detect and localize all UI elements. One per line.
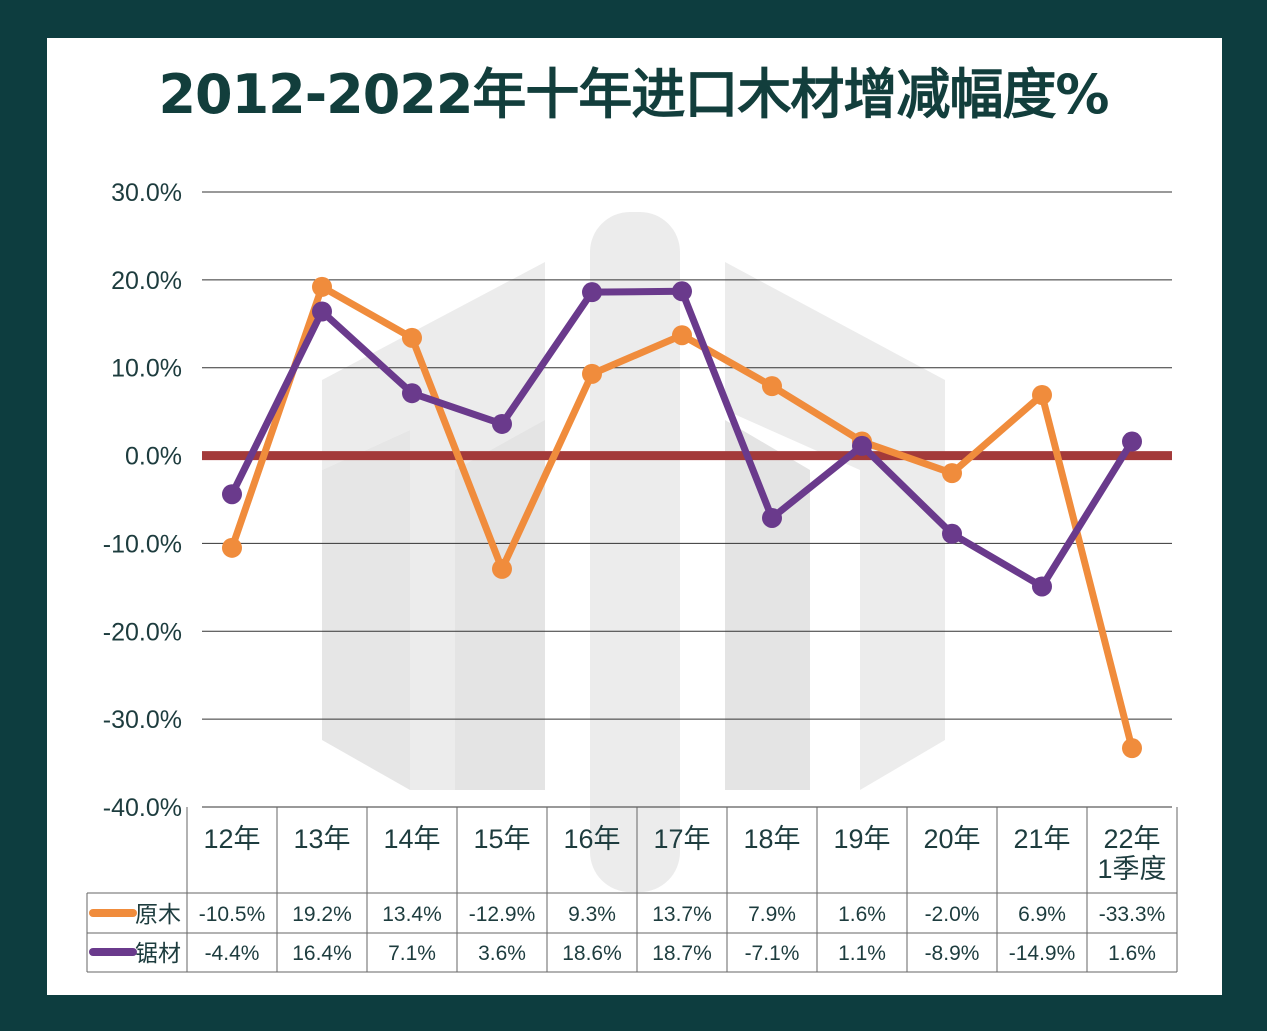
data-point: [942, 523, 962, 544]
table-cell: 3.6%: [478, 942, 526, 965]
data-point: [672, 325, 692, 346]
table-cell: -10.5%: [199, 903, 266, 926]
x-tick-label: 16年: [563, 824, 620, 854]
table-cell: 9.3%: [568, 903, 616, 926]
y-tick-label: -40.0%: [103, 794, 182, 822]
y-tick-label: 10.0%: [111, 355, 182, 383]
y-tick-label: -30.0%: [103, 706, 182, 734]
table-cell: -33.3%: [1099, 903, 1166, 926]
x-tick-label: 20年: [923, 824, 980, 854]
x-tick-label: 15年: [473, 824, 530, 854]
table-cell: 1.6%: [838, 903, 886, 926]
data-point: [582, 282, 602, 303]
chart-title: 2012-2022年十年进口木材增减幅度%: [158, 63, 1109, 126]
table-cell: -14.9%: [1009, 942, 1076, 965]
x-tick-label: 19年: [833, 824, 890, 854]
legend-label: 原木: [135, 901, 181, 927]
table-cell: 16.4%: [292, 942, 352, 965]
table-cell: 1.1%: [838, 942, 886, 965]
data-point: [222, 484, 242, 505]
x-tick-label: 14年: [383, 824, 440, 854]
y-tick-label: 30.0%: [111, 179, 182, 207]
table-cell: -2.0%: [925, 903, 980, 926]
table-cell: 6.9%: [1018, 903, 1066, 926]
data-point: [1032, 384, 1052, 405]
x-tick-label: 12年: [203, 824, 260, 854]
table-cell: 18.6%: [562, 942, 622, 965]
data-point: [582, 363, 602, 384]
x-tick-label: 18年: [743, 824, 800, 854]
x-tick-label: 22年: [1103, 824, 1160, 854]
data-point: [312, 301, 332, 322]
table-cell: -7.1%: [745, 942, 800, 965]
table-cell: 7.1%: [388, 942, 436, 965]
data-point: [402, 383, 422, 404]
data-point: [672, 281, 692, 302]
data-point: [942, 463, 962, 484]
table-cell: -12.9%: [469, 903, 536, 926]
data-point: [222, 537, 242, 558]
table-cell: -4.4%: [205, 942, 260, 965]
table-cell: 7.9%: [748, 903, 796, 926]
y-tick-label: -10.0%: [103, 530, 182, 558]
table-cell: 13.4%: [382, 903, 442, 926]
table-cell: 1.6%: [1108, 942, 1156, 965]
data-point: [492, 558, 512, 579]
data-point: [852, 435, 872, 456]
y-tick-label: 0.0%: [125, 443, 182, 471]
watermark-logo: [322, 212, 945, 892]
y-tick-label: -20.0%: [103, 618, 182, 646]
data-point: [762, 507, 782, 528]
y-tick-label: 20.0%: [111, 267, 182, 295]
table-cell: 13.7%: [652, 903, 712, 926]
table-cell: -8.9%: [925, 942, 980, 965]
data-point: [1032, 576, 1052, 597]
x-tick-label: 21年: [1013, 824, 1070, 854]
x-tick-label: 17年: [653, 824, 710, 854]
table-cell: 19.2%: [292, 903, 352, 926]
x-tick-label: 13年: [293, 824, 350, 854]
data-point: [312, 276, 332, 297]
data-point: [1122, 431, 1142, 452]
x-tick-label: 1季度: [1097, 854, 1166, 884]
data-point: [492, 413, 512, 434]
data-point: [402, 327, 422, 348]
data-point: [762, 376, 782, 397]
table-cell: 18.7%: [652, 942, 712, 965]
legend-label: 锯材: [135, 940, 181, 966]
data-point: [1122, 738, 1142, 759]
